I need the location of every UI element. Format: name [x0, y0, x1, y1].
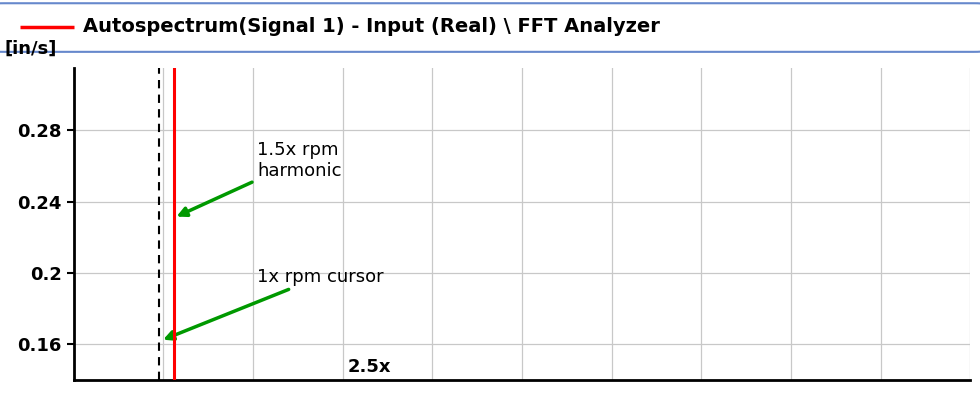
FancyBboxPatch shape	[0, 3, 980, 52]
Text: Autospectrum(Signal 1) - Input (Real) \ FFT Analyzer: Autospectrum(Signal 1) - Input (Real) \ …	[83, 18, 661, 36]
Text: 1x rpm cursor: 1x rpm cursor	[167, 268, 384, 339]
Text: 1.5x rpm
harmonic: 1.5x rpm harmonic	[180, 141, 342, 215]
Text: [in/s]: [in/s]	[5, 40, 57, 58]
Text: 2.5x: 2.5x	[348, 358, 391, 376]
